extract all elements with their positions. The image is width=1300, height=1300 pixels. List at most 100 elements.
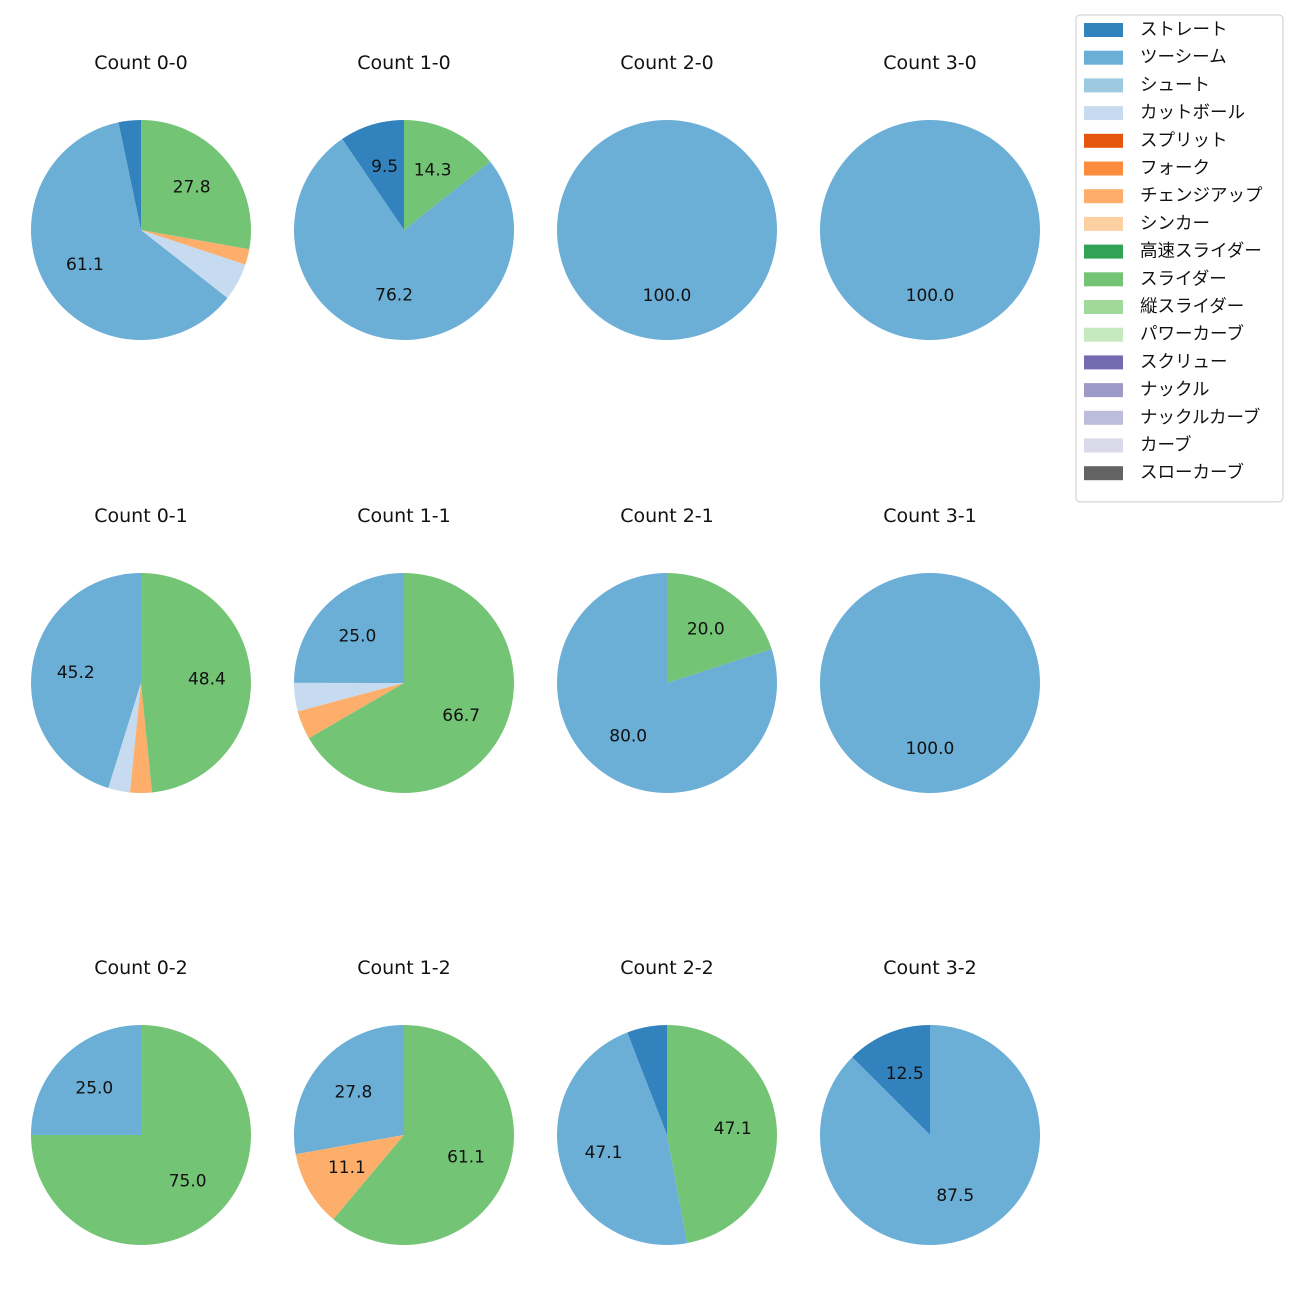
- slice-label: 20.0: [687, 620, 725, 640]
- pie-chart: Count 0-1 45.2 48.4: [30, 505, 251, 793]
- pie-slice: [31, 1025, 251, 1245]
- pie-chart: Count 0-0 61.1 27.8: [30, 52, 251, 341]
- slice-label: 87.5: [936, 1186, 974, 1206]
- pie-chart: Count 1-2 27.8 11.1 61.1: [294, 957, 515, 1245]
- slice-label: 12.5: [886, 1064, 924, 1084]
- slice-label: 61.1: [66, 255, 104, 275]
- chart-title: Count 1-1: [357, 505, 451, 527]
- slice-label: 100.0: [906, 286, 955, 306]
- legend-swatch: [1084, 216, 1123, 231]
- pie-chart: Count 3-0 100.0: [820, 52, 1040, 340]
- pie-slice: [557, 1032, 688, 1245]
- chart-title: Count 3-1: [883, 505, 977, 527]
- pie-chart: Count 1-1 25.0 66.7: [293, 505, 514, 793]
- pie-slice: [141, 230, 250, 265]
- legend-label: ストレート: [1140, 20, 1228, 40]
- pie-chart: Count 3-1 100.0: [820, 505, 1040, 793]
- slice-label: 48.4: [188, 670, 226, 690]
- chart-title: Count 3-2: [883, 957, 977, 979]
- pie-slice: [404, 120, 491, 230]
- pie-chart: Count 2-2 47.1 47.1: [557, 957, 777, 1245]
- pie-chart: Count 2-0 100.0: [557, 52, 777, 340]
- slice-label: 27.8: [173, 178, 211, 198]
- legend-label: カーブ: [1140, 435, 1191, 456]
- chart-title: Count 1-0: [357, 52, 451, 74]
- pie-slice: [333, 1025, 515, 1245]
- pie-chart: Count 1-0 9.5 76.2 14.3: [293, 52, 514, 340]
- legend-swatch: [1084, 50, 1123, 65]
- pie-slice: [852, 1025, 930, 1135]
- pie-slice: [293, 682, 404, 712]
- pie-slice: [31, 1025, 141, 1135]
- legend-swatch: [1084, 106, 1123, 121]
- legend: ストレートツーシームシュートカットボールスプリットフォークチェンジアップシンカー…: [1075, 14, 1284, 503]
- legend-swatch: [1084, 189, 1123, 204]
- pie-slice: [30, 573, 141, 789]
- legend-label: ツーシーム: [1140, 48, 1227, 68]
- legend-swatch: [1084, 410, 1123, 425]
- pie-chart: Count 0-2 25.0 75.0: [31, 957, 251, 1245]
- slice-label: 45.2: [57, 663, 95, 683]
- slice-label: 61.1: [447, 1148, 485, 1168]
- pie-slice: [141, 573, 251, 793]
- pie-slice: [129, 683, 153, 793]
- legend-frame: [1075, 14, 1284, 503]
- slice-label: 100.0: [643, 286, 692, 306]
- chart-title: Count 2-0: [620, 52, 714, 74]
- pie-slice: [108, 683, 141, 793]
- pie-slice: [820, 120, 1040, 340]
- legend-label: ナックルカーブ: [1140, 407, 1260, 428]
- chart-title: Count 2-1: [620, 505, 714, 527]
- legend-label: チェンジアップ: [1140, 186, 1263, 206]
- pie-slice: [30, 122, 228, 341]
- pie-slice: [308, 573, 514, 793]
- legend-label: 縦スライダー: [1140, 297, 1244, 317]
- legend-swatch: [1084, 161, 1123, 176]
- pie-slice: [118, 120, 141, 230]
- pie-slice: [141, 230, 246, 298]
- chart-title: Count 1-2: [357, 957, 451, 979]
- pie-slice: [342, 119, 404, 230]
- pie-slice: [667, 573, 772, 683]
- chart-title: Count 2-2: [620, 957, 714, 979]
- chart-title: Count 3-0: [883, 52, 977, 74]
- legend-swatch: [1084, 23, 1123, 37]
- legend-label: カットボール: [1140, 103, 1245, 123]
- legend-swatch: [1084, 133, 1123, 148]
- legend-swatch: [1084, 383, 1123, 398]
- pie-slice: [293, 139, 514, 340]
- legend-label: シンカー: [1140, 214, 1210, 234]
- slice-label: 47.1: [714, 1119, 752, 1139]
- chart-title: Count 0-0: [94, 52, 188, 74]
- slice-label: 47.1: [585, 1143, 623, 1163]
- pie-slice: [557, 573, 778, 793]
- slice-label: 76.2: [375, 285, 413, 305]
- slice-label: 11.1: [328, 1158, 366, 1178]
- chart-title: Count 0-2: [94, 957, 188, 979]
- slice-label: 9.5: [371, 157, 398, 177]
- slice-label: 14.3: [414, 161, 452, 181]
- pie-chart: Count 3-2 12.5 87.5: [820, 957, 1041, 1246]
- legend-label: スプリット: [1140, 131, 1228, 151]
- pie-slice: [141, 120, 251, 250]
- pie-slice: [294, 1025, 404, 1155]
- legend-label: スライダー: [1140, 269, 1227, 289]
- legend-label: シュート: [1140, 75, 1210, 95]
- pie-slice: [295, 1135, 404, 1220]
- legend-swatch: [1084, 244, 1123, 259]
- slice-label: 66.7: [442, 706, 480, 726]
- legend-swatch: [1084, 78, 1123, 93]
- slice-label: 80.0: [609, 726, 647, 746]
- legend-swatch: [1084, 300, 1123, 314]
- slice-label: 27.8: [334, 1083, 372, 1103]
- legend-swatch: [1084, 355, 1123, 370]
- pie-slice: [297, 683, 404, 739]
- pie-slice: [294, 572, 404, 683]
- legend-label: パワーカーブ: [1140, 324, 1244, 345]
- slice-label: 25.0: [338, 626, 376, 646]
- legend-label: フォーク: [1140, 159, 1210, 179]
- legend-swatch: [1084, 272, 1123, 287]
- legend-swatch: [1084, 438, 1123, 453]
